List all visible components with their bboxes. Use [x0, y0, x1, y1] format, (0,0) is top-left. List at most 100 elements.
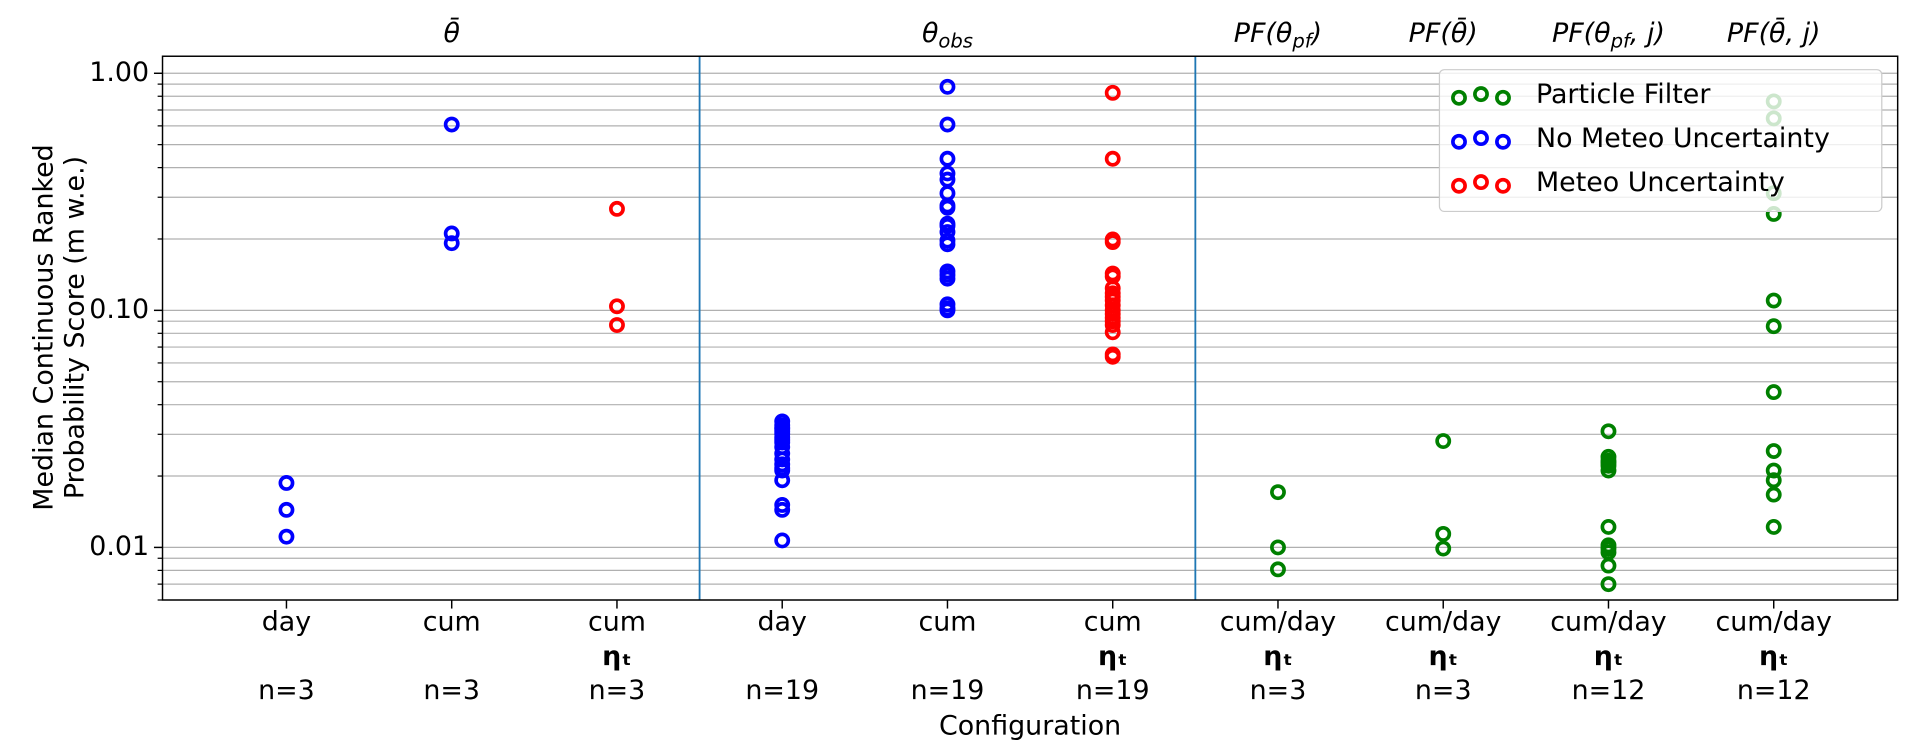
x-tick-count: n=19: [1076, 675, 1150, 706]
point: [1270, 539, 1286, 556]
point: [1435, 525, 1452, 542]
point: [609, 200, 625, 217]
point: [1104, 348, 1121, 365]
x-tick-label: day: [262, 607, 312, 638]
x-tick-count: n=3: [423, 675, 480, 706]
point: [939, 185, 956, 202]
point: [443, 235, 460, 252]
x-tick-label: cum/day: [1385, 607, 1502, 638]
point: [443, 116, 460, 133]
point: [774, 462, 791, 479]
legend-marker: [1451, 177, 1467, 194]
point: [609, 298, 625, 315]
group-label-main: PF(θ̄): [1409, 17, 1478, 49]
group-label-main: PF(θ: [1552, 18, 1611, 49]
x-axis-label: Configuration: [939, 711, 1121, 742]
point: [1600, 462, 1617, 479]
x-tick-label: cum: [1084, 607, 1142, 638]
point: [1104, 150, 1121, 167]
point: [1765, 384, 1782, 401]
points: [278, 78, 1782, 593]
x-tick-count: n=3: [258, 675, 315, 706]
point: [774, 501, 791, 518]
plot-frame: [161, 55, 1899, 601]
point: [609, 317, 625, 333]
x-tick-param: ηₜ: [1263, 641, 1293, 672]
legend-marker: [1473, 130, 1489, 147]
y-axis-label: Median Continuous Ranked: [29, 144, 60, 510]
point: [1104, 317, 1121, 333]
group-label: PF(θ̄): [1409, 17, 1478, 49]
y-tick-label: 1.00: [89, 57, 149, 88]
point: [939, 150, 956, 167]
point: [939, 236, 956, 253]
x-tick-count: n=3: [1415, 675, 1472, 706]
group-label-sub: pf: [1291, 29, 1314, 52]
group-label-main: PF(θ̄, j): [1727, 17, 1821, 49]
point: [1435, 433, 1452, 449]
legend: Particle Filter No Meteo Uncertainty Meteo…: [1438, 69, 1883, 213]
group-label-main: θ̄: [443, 17, 459, 49]
point: [278, 501, 295, 518]
point: [1270, 484, 1286, 501]
legend-marker: [1495, 133, 1511, 150]
legend-label: Particle Filter: [1536, 79, 1711, 110]
point: [443, 225, 460, 242]
point: [1765, 518, 1782, 535]
group-label: θ̄: [443, 17, 459, 49]
legend-label: No Meteo Uncertainty: [1536, 123, 1830, 154]
y-axis-label: Probability Score (m w.e.): [59, 156, 90, 499]
legend-marker: [1451, 133, 1467, 150]
group-label: PF(θ̄, j): [1727, 17, 1821, 49]
x-tick-count: n=12: [1572, 675, 1646, 706]
point: [939, 78, 956, 95]
point: [1765, 472, 1782, 489]
point: [939, 270, 956, 287]
group-label: θobs: [922, 18, 973, 52]
legend-label: Meteo Uncertainty: [1536, 167, 1785, 198]
x-tick-label: cum: [588, 607, 646, 638]
point: [1765, 462, 1782, 479]
group-label-sub: pf: [1610, 29, 1633, 52]
group-label-sub: obs: [938, 29, 973, 52]
legend-marker: [1473, 86, 1489, 103]
point: [278, 475, 295, 491]
point: [1765, 292, 1782, 309]
x-tick-label: day: [757, 607, 807, 638]
group-label-tail: , j): [1630, 18, 1665, 49]
x-tick-count: n=19: [911, 675, 985, 706]
group-label-main: PF(θ: [1234, 18, 1293, 49]
point: [1600, 518, 1617, 535]
x-tick-label: cum: [423, 607, 481, 638]
group-label-tail: ): [1310, 18, 1323, 49]
x-tick-label: cum: [918, 607, 976, 638]
legend-box: [1438, 69, 1883, 213]
group-label: PF(θpf, j): [1552, 18, 1665, 52]
y-tick-label: 0.10: [89, 294, 149, 325]
point: [774, 532, 791, 549]
point: [939, 199, 956, 216]
x-tick-param: ηₜ: [602, 641, 632, 672]
point: [1765, 486, 1782, 503]
point: [1435, 540, 1452, 557]
x-tick-count: n=3: [1250, 675, 1307, 706]
point: [939, 116, 956, 133]
point: [1765, 443, 1782, 459]
x-tick-label: cum/day: [1550, 607, 1667, 638]
y-tick-label: 0.01: [89, 531, 149, 562]
legend-marker: [1451, 89, 1467, 106]
x-tick-label: cum/day: [1220, 607, 1337, 638]
point: [1600, 576, 1617, 593]
x-tick-count: n=3: [589, 675, 646, 706]
legend-marker: [1495, 89, 1511, 106]
point: [1600, 423, 1617, 440]
group-label-main: θ: [922, 18, 938, 49]
point: [1104, 324, 1121, 341]
x-tick-label: cum/day: [1715, 607, 1832, 638]
x-tick-param: ηₜ: [1428, 641, 1458, 672]
point: [278, 528, 295, 545]
legend-marker: [1495, 177, 1511, 194]
point: [1104, 234, 1121, 251]
